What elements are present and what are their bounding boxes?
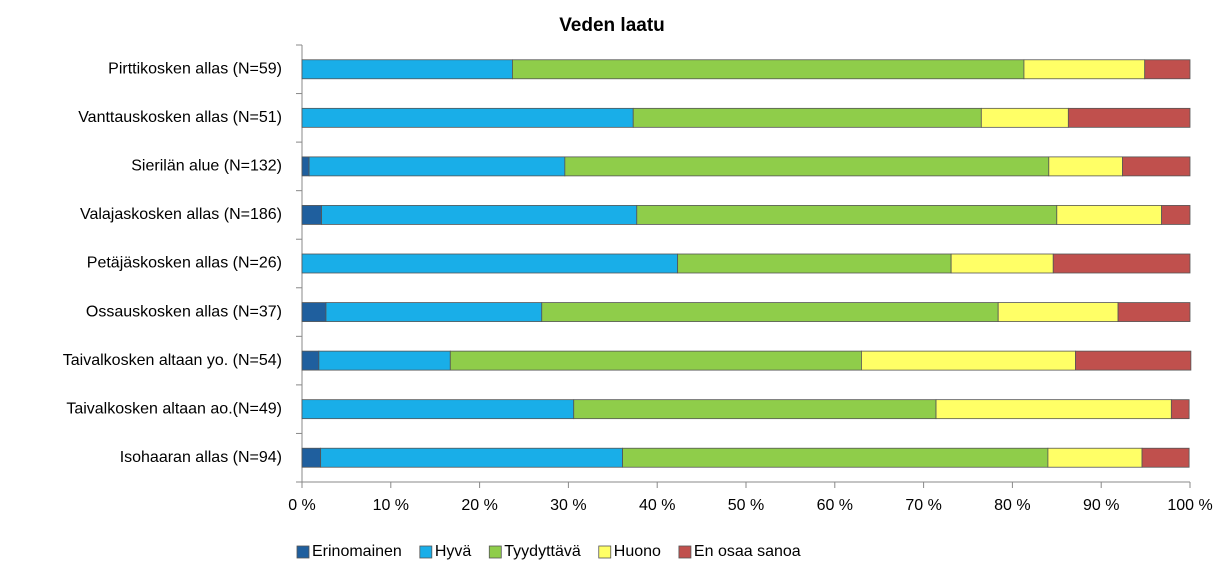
y-tick-label: Sierilän alue (N=132) <box>131 158 282 175</box>
x-tick-label: 90 % <box>1083 497 1119 514</box>
legend-swatch <box>296 545 310 559</box>
x-tick-label: 50 % <box>728 497 764 514</box>
bar-segment <box>861 350 1076 371</box>
bar-segment <box>980 107 1069 128</box>
chart-title: Veden laatu <box>559 15 665 36</box>
bar-segment <box>301 253 679 274</box>
x-tick-label: 80 % <box>994 497 1030 514</box>
y-tick-label: Taivalkosken altaan ao.(N=49) <box>66 400 282 417</box>
bar-segment <box>1141 447 1190 468</box>
bar-segment <box>1170 399 1190 420</box>
legend-swatch <box>598 545 612 559</box>
x-tick-label: 100 % <box>1167 497 1212 514</box>
bar-segment <box>301 205 322 225</box>
legend-label: Tyydyttävä <box>504 543 581 560</box>
y-tick-label: Ossauskosken allas (N=37) <box>86 303 282 320</box>
x-tick-label: 40 % <box>639 497 675 514</box>
bar-segment <box>541 302 999 322</box>
y-tick-label: Valajaskosken allas (N=186) <box>80 206 282 223</box>
bar-segment <box>321 205 638 225</box>
x-tick-label: 10 % <box>373 497 409 514</box>
x-tick-label: 30 % <box>550 497 586 514</box>
legend-swatch <box>419 545 433 559</box>
bar-segment <box>677 253 952 274</box>
bar-segment <box>301 447 322 468</box>
bar-segment <box>512 59 1025 80</box>
bar-segment <box>636 205 1058 225</box>
y-tick-label: Pirttikosken allas (N=59) <box>108 60 282 77</box>
x-tick-label: 0 % <box>288 497 316 514</box>
bar-segment <box>1161 205 1191 225</box>
legend-swatch <box>678 545 692 559</box>
bar-segment <box>622 447 1049 468</box>
bar-segment <box>1048 156 1123 177</box>
legend-label: Huono <box>614 543 661 560</box>
bar-segment <box>573 399 937 420</box>
bar-segment <box>301 107 634 128</box>
bar-segment <box>301 302 327 322</box>
x-tick-label: 60 % <box>817 497 853 514</box>
bar-segment <box>301 399 575 420</box>
bar-segment <box>1122 156 1191 177</box>
bar-segment <box>301 156 310 177</box>
bar-segment <box>301 350 320 371</box>
bar-segment <box>1117 302 1191 322</box>
bar-segment <box>318 350 451 371</box>
bar-segment <box>564 156 1050 177</box>
bar-segment <box>1052 253 1191 274</box>
y-tick-label: Vanttauskosken allas (N=51) <box>78 109 282 126</box>
bar-segment <box>997 302 1119 322</box>
x-tick-label: 20 % <box>461 497 497 514</box>
bar-segment <box>301 59 513 80</box>
bar-segment <box>320 447 623 468</box>
bar-segment <box>632 107 982 128</box>
y-tick-label: Taivalkosken altaan yo. (N=54) <box>63 352 282 369</box>
bar-segment <box>935 399 1172 420</box>
bar-segment <box>1075 350 1192 371</box>
bar-segment <box>1144 59 1191 80</box>
bar-segment <box>325 302 543 322</box>
legend-label: Hyvä <box>435 543 472 560</box>
bar-segment <box>950 253 1054 274</box>
bar-segment <box>1047 447 1143 468</box>
bar-segment <box>1023 59 1146 80</box>
bar-segment <box>308 156 566 177</box>
bar-segment <box>1067 107 1191 128</box>
x-tick-label: 70 % <box>905 497 941 514</box>
legend-label: Erinomainen <box>312 543 402 560</box>
legend-swatch <box>488 545 502 559</box>
legend-label: En osaa sanoa <box>694 543 801 560</box>
y-tick-label: Isohaaran allas (N=94) <box>120 449 282 466</box>
bar-segment <box>449 350 862 371</box>
bar-segment <box>1056 205 1162 225</box>
y-tick-label: Petäjäskosken allas (N=26) <box>87 255 282 272</box>
